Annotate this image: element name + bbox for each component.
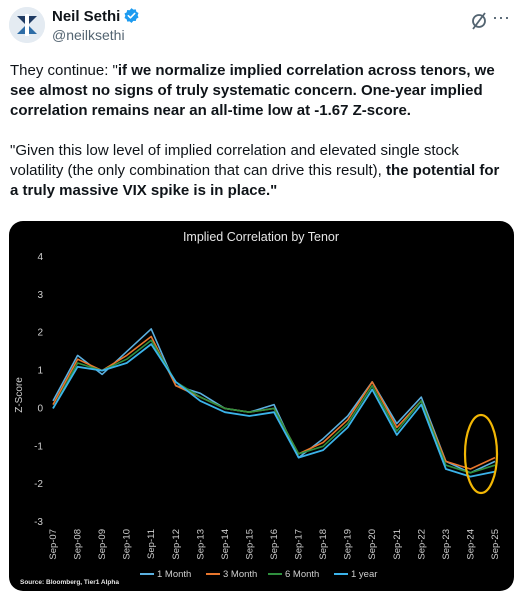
y-tick-label: 0 (37, 403, 43, 414)
x-tick-label: Sep-15 (244, 529, 255, 560)
p1-bold: if we normalize implied correlation acro… (10, 62, 495, 119)
x-tick-label: Sep-14 (220, 529, 231, 560)
verified-badge-icon (124, 8, 139, 23)
p2-bold: the potential for a truly massive VIX sp… (10, 162, 500, 199)
chart-image[interactable]: Implied Correlation by Tenor Z-Score 4 3 2… (9, 221, 514, 591)
x-tick-label: Sep-16 (269, 529, 280, 560)
x-tick-label: Sep-08 (73, 529, 84, 560)
y-tick-label: -3 (34, 517, 43, 528)
y-tick-label: -2 (34, 479, 43, 490)
x-tick-label: Sep-10 (122, 529, 133, 560)
x-tick-label: Sep-11 (146, 529, 157, 559)
author-name-text[interactable]: Neil Sethi (52, 8, 121, 25)
x-tick-label: Sep-24 (465, 529, 476, 560)
y-tick-label: -1 (34, 441, 43, 452)
p2-plain: "Given this low level of implied correla… (10, 142, 459, 179)
x-tick-label: Sep-22 (416, 529, 427, 560)
chart-title: Implied Correlation by Tenor (183, 230, 339, 244)
y-tick-label: 4 (37, 252, 43, 263)
x-tick-label: Sep-13 (195, 529, 206, 560)
author-handle[interactable]: @neilksethi (52, 27, 125, 43)
x-tick-label: Sep-21 (392, 529, 403, 560)
author-name[interactable]: Neil Sethi (52, 7, 140, 25)
x-tick-label: Sep-20 (367, 529, 378, 560)
grok-icon (472, 12, 486, 30)
y-tick-label: 1 (37, 366, 43, 377)
y-axis-label: Z-Score (14, 377, 25, 413)
legend-label: 1 year (351, 569, 377, 580)
post-text: They continue: "if we normalize implied … (10, 61, 508, 201)
chart-source: Source: Bloomberg, Tier1 Alpha (20, 579, 119, 586)
x-tick-label: Sep-12 (171, 529, 182, 560)
more-options-button[interactable]: ⋯ (492, 8, 511, 29)
series-line-3-month (52, 335, 496, 470)
legend-label: 6 Month (285, 569, 319, 580)
y-tick-label: 3 (37, 290, 43, 301)
x-tick-label: Sep-23 (441, 529, 452, 560)
logo-avatar-icon (9, 7, 45, 43)
highlight-ellipse (463, 413, 499, 495)
x-tick-label: Sep-09 (97, 529, 108, 560)
post-paragraph-1: They continue: "if we normalize implied … (10, 61, 508, 121)
legend-label: 3 Month (223, 569, 257, 580)
series-line-1-month (52, 328, 496, 474)
avatar[interactable] (9, 7, 45, 43)
x-tick-label: Sep-19 (343, 529, 354, 560)
more-dots-icon: ⋯ (492, 8, 511, 28)
x-tick-label: Sep-17 (294, 529, 305, 560)
y-tick-label: 2 (37, 328, 43, 339)
legend-label: 1 Month (157, 569, 191, 580)
p1-plain: They continue: " (10, 62, 118, 79)
post-paragraph-2: "Given this low level of implied correla… (10, 141, 508, 201)
grok-button[interactable] (471, 12, 487, 35)
x-tick-label: Sep-07 (48, 529, 59, 560)
x-tick-label: Sep-18 (318, 529, 329, 560)
x-tick-label: Sep-25 (490, 529, 501, 560)
series-line-6-month (52, 339, 496, 474)
series-line-1-year (52, 343, 496, 478)
implied-correlation-chart: Implied Correlation by Tenor Z-Score 4 3 2… (14, 230, 501, 586)
